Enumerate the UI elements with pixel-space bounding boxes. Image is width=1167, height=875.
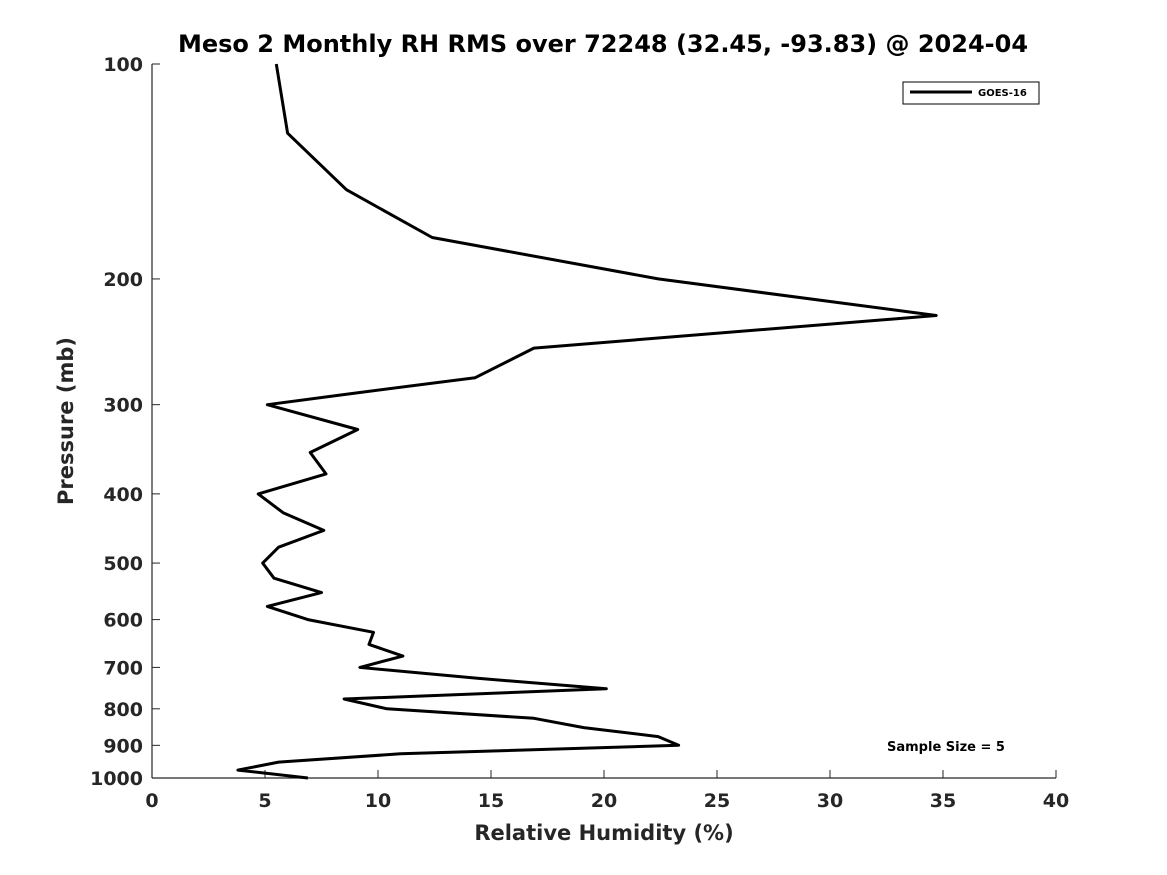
y-tick-label: 200 <box>103 269 143 291</box>
legend-label: GOES-16 <box>978 88 1027 99</box>
y-tick-label: 700 <box>103 657 143 679</box>
x-tick-label: 30 <box>817 790 843 812</box>
chart-title: Meso 2 Monthly RH RMS over 72248 (32.45,… <box>178 30 1028 58</box>
y-tick-label: 900 <box>103 735 143 757</box>
x-tick-label: 25 <box>704 790 730 812</box>
x-tick-label: 5 <box>258 790 271 812</box>
y-axis-label: Pressure (mb) <box>54 337 78 505</box>
y-tick-label: 100 <box>103 54 143 76</box>
series-line-goes-16 <box>236 63 938 780</box>
x-tick-label: 35 <box>930 790 956 812</box>
y-tick-label: 600 <box>103 610 143 632</box>
y-tick-label: 1000 <box>90 768 143 790</box>
y-tick-label: 800 <box>103 699 143 721</box>
sample-size-annotation: Sample Size = 5 <box>887 740 1005 755</box>
x-tick-label: 20 <box>591 790 617 812</box>
series-layer <box>236 63 938 780</box>
x-tick-label: 40 <box>1043 790 1069 812</box>
x-tick-label: 0 <box>145 790 158 812</box>
y-tick-label: 400 <box>103 484 143 506</box>
y-tick-label: 300 <box>103 395 143 417</box>
y-axis-ticks: 100 200 300 400 500 600 700 800 900 1000 <box>90 54 160 790</box>
x-tick-label: 15 <box>478 790 504 812</box>
y-tick-label: 500 <box>103 553 143 575</box>
x-tick-label: 10 <box>365 790 391 812</box>
x-axis-label: Relative Humidity (%) <box>474 821 733 845</box>
plot-area <box>152 64 1056 778</box>
x-axis-ticks: 0 5 10 15 20 25 30 35 40 <box>145 770 1069 812</box>
legend: GOES-16 <box>902 81 1040 105</box>
